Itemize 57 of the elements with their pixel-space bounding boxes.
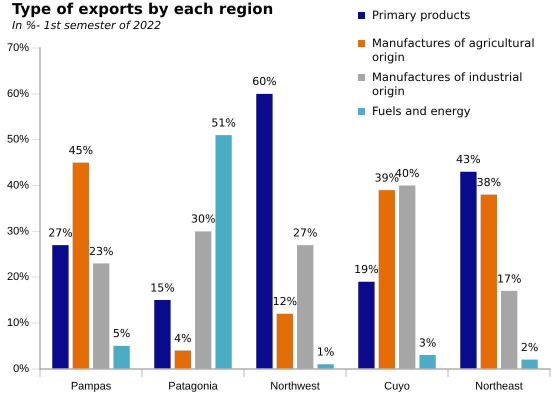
legend-label: Primary products xyxy=(372,8,470,22)
x-tick-label: Cuyo xyxy=(384,380,410,392)
legend-label: Manufactures of industrial origin xyxy=(372,70,524,98)
data-label: 3% xyxy=(418,336,436,350)
bar xyxy=(460,172,477,368)
bar xyxy=(480,194,497,368)
data-label: 12% xyxy=(272,295,298,308)
data-label: 15% xyxy=(150,281,175,294)
bar xyxy=(378,190,395,368)
y-tick-label: 20% xyxy=(6,271,30,284)
data-label: 60% xyxy=(252,75,277,88)
y-tick-label: 10% xyxy=(6,317,30,330)
bar xyxy=(52,245,69,368)
bar xyxy=(358,282,375,368)
data-label: 2% xyxy=(520,340,538,354)
bar xyxy=(317,364,334,368)
legend-label: Fuels and energy xyxy=(372,104,471,118)
data-label: 27% xyxy=(292,226,318,240)
bar xyxy=(154,300,171,368)
y-tick-label: 50% xyxy=(6,134,30,146)
x-tick-label: Northwest xyxy=(270,380,320,392)
y-tick-label: 0% xyxy=(13,362,30,375)
bar xyxy=(399,185,416,368)
bar xyxy=(195,231,212,368)
y-tick-label: 30% xyxy=(6,225,30,238)
y-tick-label: 40% xyxy=(6,180,30,192)
bar xyxy=(113,346,130,368)
legend-label: Manufactures of agricultural origin xyxy=(372,36,536,64)
bar xyxy=(72,162,89,368)
data-label: 4% xyxy=(174,332,192,345)
bar xyxy=(501,290,518,368)
x-tick-label: Northeast xyxy=(475,380,523,392)
data-label: 27% xyxy=(48,226,73,240)
bar xyxy=(93,263,110,368)
data-label: 51% xyxy=(211,116,236,130)
bar xyxy=(297,245,314,368)
y-tick-label: 60% xyxy=(6,88,30,100)
data-label: 5% xyxy=(112,327,130,340)
y-tick-label: 70% xyxy=(6,42,30,54)
data-label: 45% xyxy=(68,144,94,157)
data-label: 1% xyxy=(316,346,334,359)
data-label: 38% xyxy=(476,176,502,190)
bar xyxy=(521,360,538,368)
bar xyxy=(256,94,273,368)
bar xyxy=(215,135,232,368)
x-tick-label: Patagonia xyxy=(168,380,219,392)
chart-title: Type of exports by each region xyxy=(12,0,274,18)
data-label: 23% xyxy=(88,244,114,258)
bar xyxy=(174,350,191,368)
bar xyxy=(419,355,436,368)
data-label: 19% xyxy=(354,263,379,276)
x-tick-label: Pampas xyxy=(70,380,112,392)
data-label: 43% xyxy=(456,153,481,166)
data-label: 30% xyxy=(190,212,216,226)
data-label: 17% xyxy=(496,272,522,286)
bar xyxy=(276,314,293,368)
chart-subtitle: In %- 1st semester of 2022 xyxy=(12,19,162,32)
